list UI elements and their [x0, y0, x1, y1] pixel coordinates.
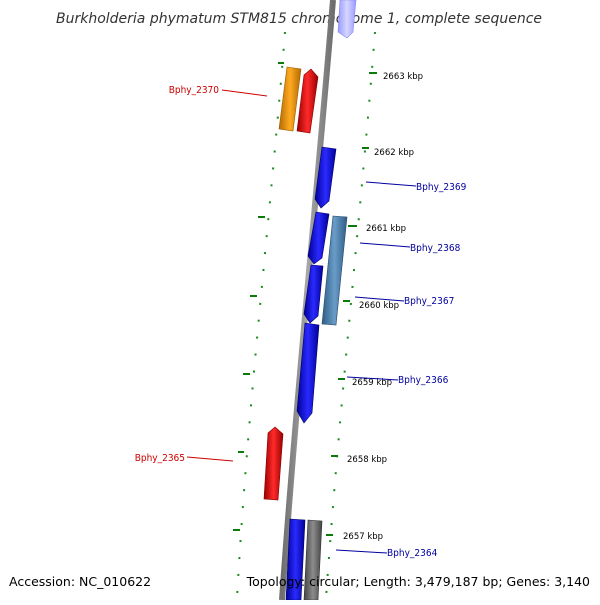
- accession-text: Accession: NC_010622: [9, 574, 151, 589]
- gene-label-bphy-2368[interactable]: Bphy_2368: [410, 243, 461, 254]
- gene-bphy-2365-arrow: [263, 426, 284, 501]
- scale-ticks: 2663 kbp 2662 kbp 2661 kbp 2660 kbp 2659…: [326, 72, 423, 542]
- gene-bphy-2370-arrow: [296, 68, 319, 134]
- gene-orange-arrow: [278, 66, 302, 132]
- tick-label-2663: 2663 kbp: [383, 72, 423, 82]
- outer-ruler-ring: [325, 31, 376, 599]
- gene-label-bphy-2367[interactable]: Bphy_2367: [404, 296, 454, 307]
- map-title: Burkholderia phymatum STM815 chromosome …: [56, 11, 542, 27]
- gene-bphy-2368-arrow: [307, 211, 330, 265]
- gene-label-bphy-2365[interactable]: Bphy_2365: [135, 453, 185, 464]
- inner-ruler-ring: [236, 31, 286, 599]
- gene-steelblue-arrow: [321, 215, 348, 326]
- gene-label-bphy-2369[interactable]: Bphy_2369: [416, 182, 467, 193]
- gene-faded-top: [337, 0, 357, 39]
- summary-text: Topology: circular; Length: 3,479,187 bp…: [246, 574, 590, 589]
- tick-label-2662: 2662 kbp: [374, 148, 414, 158]
- inner-ring-ticks: [233, 62, 284, 531]
- gene-leader-lines: [186, 89, 417, 554]
- tick-label-2660: 2660 kbp: [359, 301, 399, 311]
- tick-label-2661: 2661 kbp: [366, 224, 406, 234]
- tick-label-2658: 2658 kbp: [347, 455, 387, 465]
- gene-bphy-2366-arrow: [296, 322, 320, 424]
- tick-label-2657: 2657 kbp: [343, 532, 383, 542]
- gene-label-bphy-2366[interactable]: Bphy_2366: [398, 375, 449, 386]
- gene-bphy-2369-arrow: [314, 146, 337, 209]
- gene-label-bphy-2364[interactable]: Bphy_2364: [387, 548, 438, 559]
- gene-bphy-2367-arrow: [303, 264, 324, 324]
- tick-label-2659: 2659 kbp: [352, 378, 392, 388]
- gene-label-bphy-2370[interactable]: Bphy_2370: [169, 85, 220, 96]
